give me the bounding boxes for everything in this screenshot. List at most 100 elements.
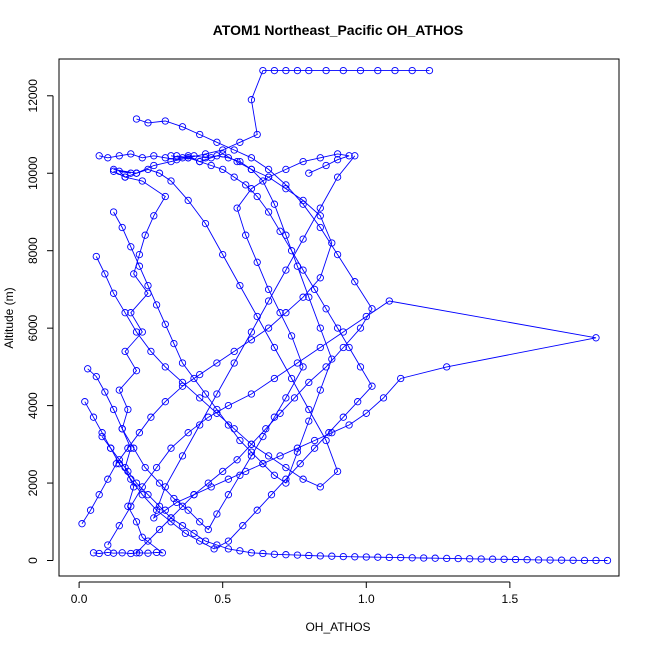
data-point <box>196 130 204 139</box>
data-point <box>316 386 324 394</box>
data-point <box>92 372 100 381</box>
data-point <box>118 425 126 433</box>
data-point <box>224 475 233 483</box>
data-point <box>397 374 405 383</box>
data-point <box>259 460 267 468</box>
data-point <box>86 506 95 514</box>
data-point <box>443 554 451 563</box>
data-point <box>236 436 244 445</box>
data-point <box>247 390 256 398</box>
data-point <box>299 363 307 371</box>
data-point <box>262 425 270 433</box>
data-point <box>247 165 256 174</box>
data-point <box>109 167 118 175</box>
y-tick-label: 2000 <box>26 469 40 496</box>
data-point <box>109 405 118 414</box>
series-layer <box>78 66 612 565</box>
series-1 <box>89 66 434 558</box>
data-point <box>224 545 233 553</box>
data-point <box>233 456 241 464</box>
data-point <box>580 556 589 565</box>
data-point <box>127 475 135 483</box>
data-point <box>276 227 284 235</box>
data-point <box>158 549 167 557</box>
plot-frame <box>58 58 620 577</box>
data-point <box>603 556 612 565</box>
data-point <box>104 475 112 483</box>
data-point <box>592 556 600 565</box>
data-point <box>305 169 313 177</box>
data-point <box>443 363 451 371</box>
data-point <box>282 181 290 189</box>
data-point <box>141 463 149 472</box>
data-point <box>95 549 103 558</box>
series-4 <box>132 115 376 557</box>
y-axis-label: Altitude (m) <box>2 287 16 348</box>
data-point <box>155 525 164 534</box>
data-point <box>270 471 279 479</box>
data-point <box>224 491 233 499</box>
data-point <box>201 150 210 158</box>
data-point <box>150 212 158 220</box>
data-point <box>219 467 227 476</box>
data-point <box>296 460 304 468</box>
data-point <box>109 208 118 216</box>
data-point <box>184 196 192 205</box>
data-point <box>178 378 187 387</box>
data-point <box>141 231 149 239</box>
data-point <box>431 554 439 562</box>
data-point <box>242 181 250 189</box>
y-tick-label: 4000 <box>26 392 40 419</box>
data-point <box>95 152 103 160</box>
series-6 <box>98 432 612 565</box>
data-point <box>109 549 118 557</box>
data-point <box>351 152 359 160</box>
data-point <box>132 328 141 336</box>
data-point <box>339 343 347 352</box>
data-point <box>511 555 520 564</box>
data-point <box>150 161 158 170</box>
data-point <box>230 146 238 154</box>
data-point <box>138 328 146 336</box>
data-point <box>408 554 416 562</box>
series-line <box>95 168 339 488</box>
data-point <box>107 444 115 452</box>
data-point <box>305 378 313 387</box>
data-point <box>167 177 175 185</box>
series-line <box>93 70 430 554</box>
data-point <box>130 444 138 452</box>
data-point <box>161 320 169 328</box>
data-point <box>253 130 261 139</box>
data-point <box>161 363 169 371</box>
data-point <box>247 549 256 557</box>
x-axis: 0.0 0.5 1.0 1.5 <box>71 581 519 606</box>
series-line <box>81 153 333 524</box>
series-8 <box>109 152 336 487</box>
data-point <box>213 390 221 398</box>
data-point <box>259 549 267 558</box>
data-point <box>354 398 362 406</box>
data-point <box>132 367 141 375</box>
data-point <box>219 165 227 174</box>
data-point <box>316 483 324 491</box>
data-point <box>247 440 256 448</box>
data-point <box>282 394 290 402</box>
series-line <box>107 155 597 546</box>
data-point <box>333 150 342 158</box>
data-point <box>89 549 98 557</box>
x-axis-label: OH_ATHOS <box>305 620 370 634</box>
data-point <box>213 152 221 160</box>
data-point <box>356 324 365 332</box>
data-point <box>147 413 155 421</box>
data-point <box>161 117 169 125</box>
data-point <box>351 553 359 561</box>
data-point <box>101 388 109 396</box>
data-point <box>454 554 462 563</box>
data-point <box>161 483 169 491</box>
data-point <box>287 332 296 340</box>
data-point <box>253 192 261 201</box>
data-point <box>104 541 112 549</box>
data-point <box>290 394 299 402</box>
data-point <box>196 421 204 429</box>
data-point <box>132 115 141 123</box>
